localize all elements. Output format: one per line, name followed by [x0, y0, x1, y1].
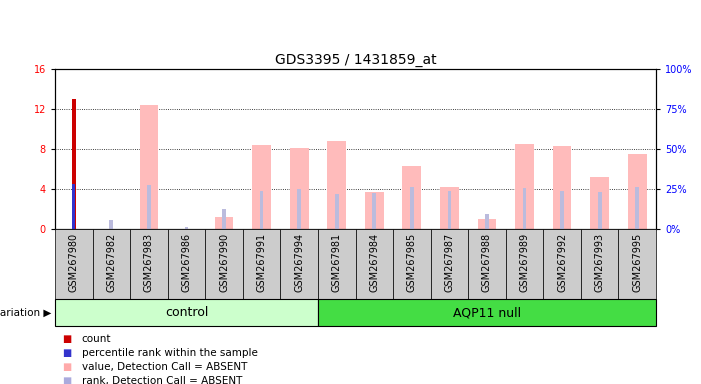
Text: GSM267994: GSM267994 [294, 232, 304, 291]
Text: GSM267987: GSM267987 [444, 232, 454, 292]
Title: GDS3395 / 1431859_at: GDS3395 / 1431859_at [275, 53, 436, 66]
Bar [543, 229, 581, 299]
Bar [402, 166, 421, 229]
Bar [147, 185, 151, 229]
Bar [168, 229, 205, 299]
Bar [139, 105, 158, 229]
Bar [205, 229, 243, 299]
Bar [590, 177, 609, 229]
Text: value, Detection Call = ABSENT: value, Detection Call = ABSENT [81, 362, 247, 372]
Bar [552, 146, 571, 229]
Bar [477, 219, 496, 229]
Bar [372, 193, 376, 229]
Bar [355, 229, 393, 299]
Text: GSM267985: GSM267985 [407, 232, 417, 292]
Text: genotype/variation ▶: genotype/variation ▶ [0, 308, 51, 318]
Text: GSM267995: GSM267995 [632, 232, 642, 292]
Bar [447, 191, 451, 229]
Bar [243, 229, 280, 299]
Bar [109, 220, 114, 229]
Bar [581, 229, 618, 299]
Bar [505, 229, 543, 299]
Bar [252, 145, 271, 229]
Bar [515, 144, 534, 229]
Text: count: count [81, 334, 111, 344]
Bar [184, 227, 189, 229]
Text: GSM267990: GSM267990 [219, 232, 229, 291]
Bar [327, 141, 346, 229]
Bar [598, 192, 601, 229]
Text: GSM267989: GSM267989 [519, 232, 529, 291]
Bar [290, 148, 308, 229]
Bar [365, 192, 383, 229]
Text: ■: ■ [62, 362, 72, 372]
Bar [93, 229, 130, 299]
Bar [215, 217, 233, 229]
Bar [410, 187, 414, 229]
Bar [523, 188, 526, 229]
Bar [635, 187, 639, 229]
Text: GSM267991: GSM267991 [257, 232, 266, 291]
Text: rank, Detection Call = ABSENT: rank, Detection Call = ABSENT [81, 376, 242, 384]
Text: GSM267983: GSM267983 [144, 232, 154, 291]
Bar [222, 209, 226, 229]
Bar [280, 229, 318, 299]
Bar [72, 184, 75, 229]
Bar [440, 187, 458, 229]
Bar [485, 214, 489, 229]
Bar [297, 189, 301, 229]
Bar [335, 194, 339, 229]
Text: GSM267982: GSM267982 [107, 232, 116, 292]
Bar [468, 229, 505, 299]
Bar [560, 191, 564, 229]
Text: ■: ■ [62, 348, 72, 358]
Bar [55, 229, 93, 299]
Text: GSM267988: GSM267988 [482, 232, 492, 291]
Bar [628, 154, 646, 229]
Text: ■: ■ [62, 334, 72, 344]
Text: GSM267980: GSM267980 [69, 232, 79, 291]
Text: GSM267993: GSM267993 [594, 232, 605, 291]
Text: control: control [165, 306, 208, 319]
Text: ■: ■ [62, 376, 72, 384]
Bar [72, 99, 76, 229]
Text: AQP11 null: AQP11 null [453, 306, 521, 319]
Bar [130, 229, 168, 299]
Text: percentile rank within the sample: percentile rank within the sample [81, 348, 257, 358]
Text: GSM267984: GSM267984 [369, 232, 379, 291]
Bar [393, 229, 430, 299]
Bar [55, 299, 318, 326]
Bar [259, 191, 264, 229]
Bar [430, 229, 468, 299]
Bar [618, 229, 656, 299]
Text: GSM267986: GSM267986 [182, 232, 191, 291]
Text: GSM267981: GSM267981 [332, 232, 341, 291]
Text: GSM267992: GSM267992 [557, 232, 567, 292]
Bar [318, 299, 656, 326]
Bar [318, 229, 355, 299]
